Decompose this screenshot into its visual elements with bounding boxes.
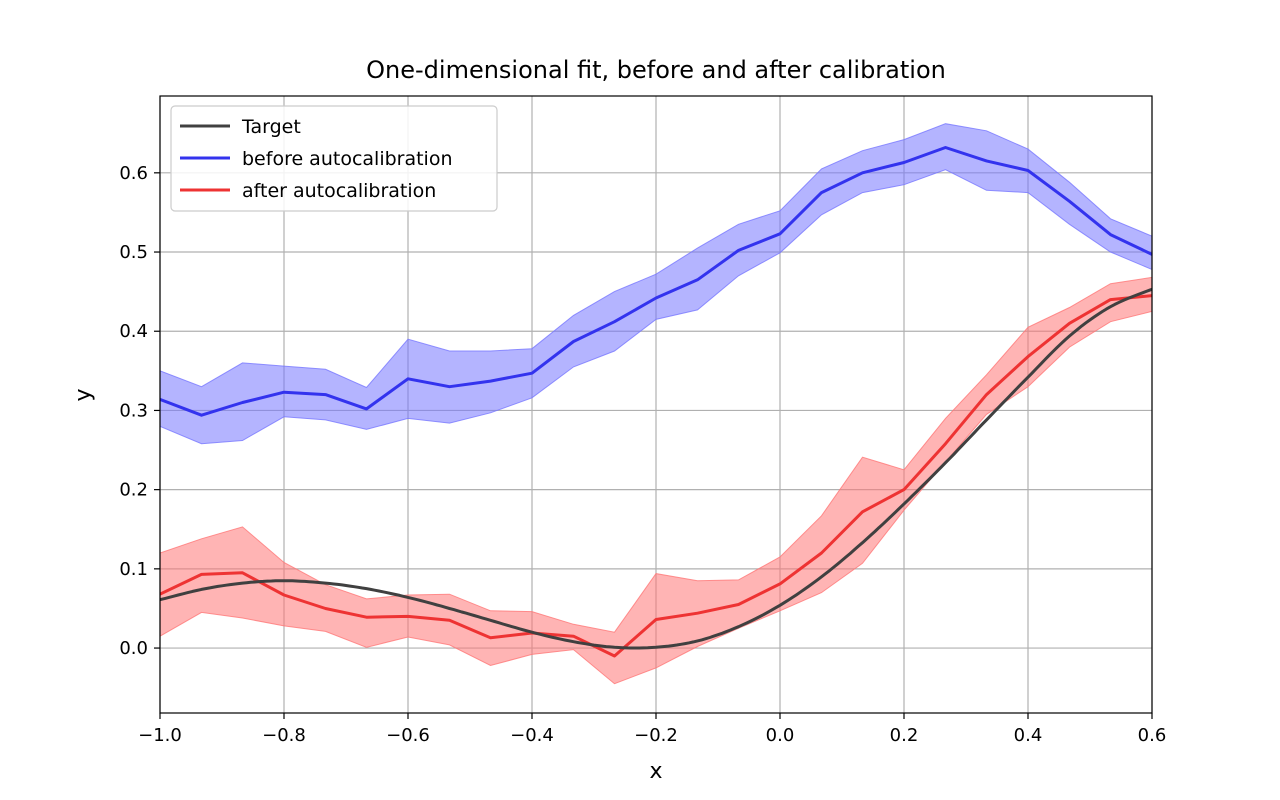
legend-label: after autocalibration bbox=[242, 180, 436, 202]
y-tick-label: 0.5 bbox=[119, 242, 148, 263]
x-tick-label: −0.4 bbox=[510, 725, 554, 746]
x-tick-label: 0.0 bbox=[766, 725, 795, 746]
uncertainty-bands bbox=[160, 123, 1152, 685]
x-tick-label: 0.6 bbox=[1138, 725, 1167, 746]
legend: Target before autocalibration after autoca… bbox=[170, 105, 498, 212]
y-tick-label: 0.0 bbox=[119, 638, 148, 659]
band-after-autocalibration bbox=[160, 276, 1152, 685]
band-before-autocalibration bbox=[160, 123, 1152, 445]
line-after-autocalibration bbox=[160, 294, 1152, 658]
y-tick-label: 0.1 bbox=[119, 559, 148, 580]
y-tick-label: 0.3 bbox=[119, 400, 148, 421]
legend-box bbox=[170, 105, 498, 212]
x-tick-label: 0.2 bbox=[890, 725, 919, 746]
y-tick-label: 0.4 bbox=[119, 321, 148, 342]
legend-label: before autocalibration bbox=[242, 148, 453, 170]
x-tick-label: 0.4 bbox=[1014, 725, 1043, 746]
series-lines bbox=[160, 146, 1152, 658]
x-axis-label: x bbox=[649, 759, 662, 784]
x-tick-label: −0.2 bbox=[634, 725, 678, 746]
line-target bbox=[160, 287, 1152, 650]
y-tick-label: 0.2 bbox=[119, 480, 148, 501]
y-tick-label: 0.6 bbox=[119, 163, 148, 184]
axis-ticks: −1.0 −0.8 −0.6 −0.4 −0.2 0.0 0.2 0.4 0.6 0.0 0.1 0.… bbox=[119, 163, 1166, 746]
line-before-autocalibration bbox=[160, 146, 1152, 417]
x-tick-label: −0.8 bbox=[262, 725, 306, 746]
x-tick-label: −0.6 bbox=[386, 725, 430, 746]
y-axis-label: y bbox=[71, 388, 96, 401]
chart-title: One-dimensional fit, before and after ca… bbox=[366, 56, 946, 84]
legend-label: Target bbox=[241, 116, 301, 138]
x-tick-label: −1.0 bbox=[138, 725, 182, 746]
